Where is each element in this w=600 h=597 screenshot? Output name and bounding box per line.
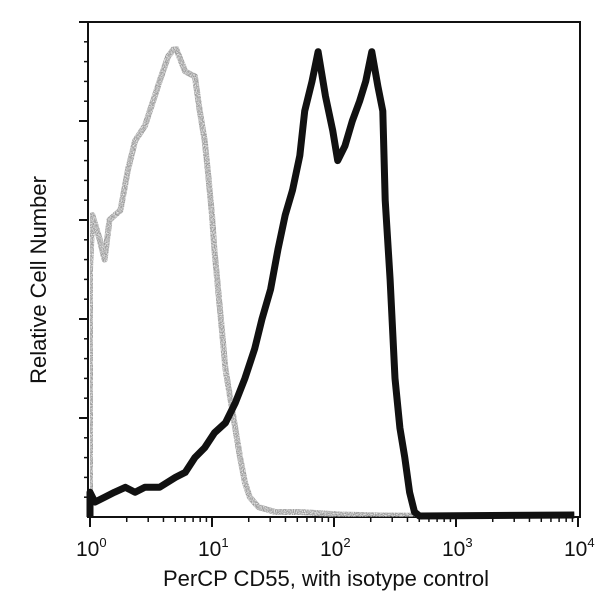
plot-frame (87, 21, 581, 518)
x-tick-label: 100 (76, 535, 107, 561)
x-tick-label: 104 (564, 535, 595, 561)
x-tick-label: 102 (320, 535, 351, 561)
percp-cd55-curve (86, 48, 575, 520)
x-axis-title: PerCP CD55, with isotype control (163, 566, 489, 591)
x-tick-label: 101 (198, 535, 229, 561)
y-axis-ticks (79, 21, 88, 498)
x-axis-tick-labels: 100 101 102 103 104 (76, 535, 595, 561)
x-tick-label: 103 (442, 535, 473, 561)
y-axis-title: Relative Cell Number (26, 176, 51, 384)
isotype-control-curve (87, 43, 575, 519)
plot-area (79, 21, 581, 527)
